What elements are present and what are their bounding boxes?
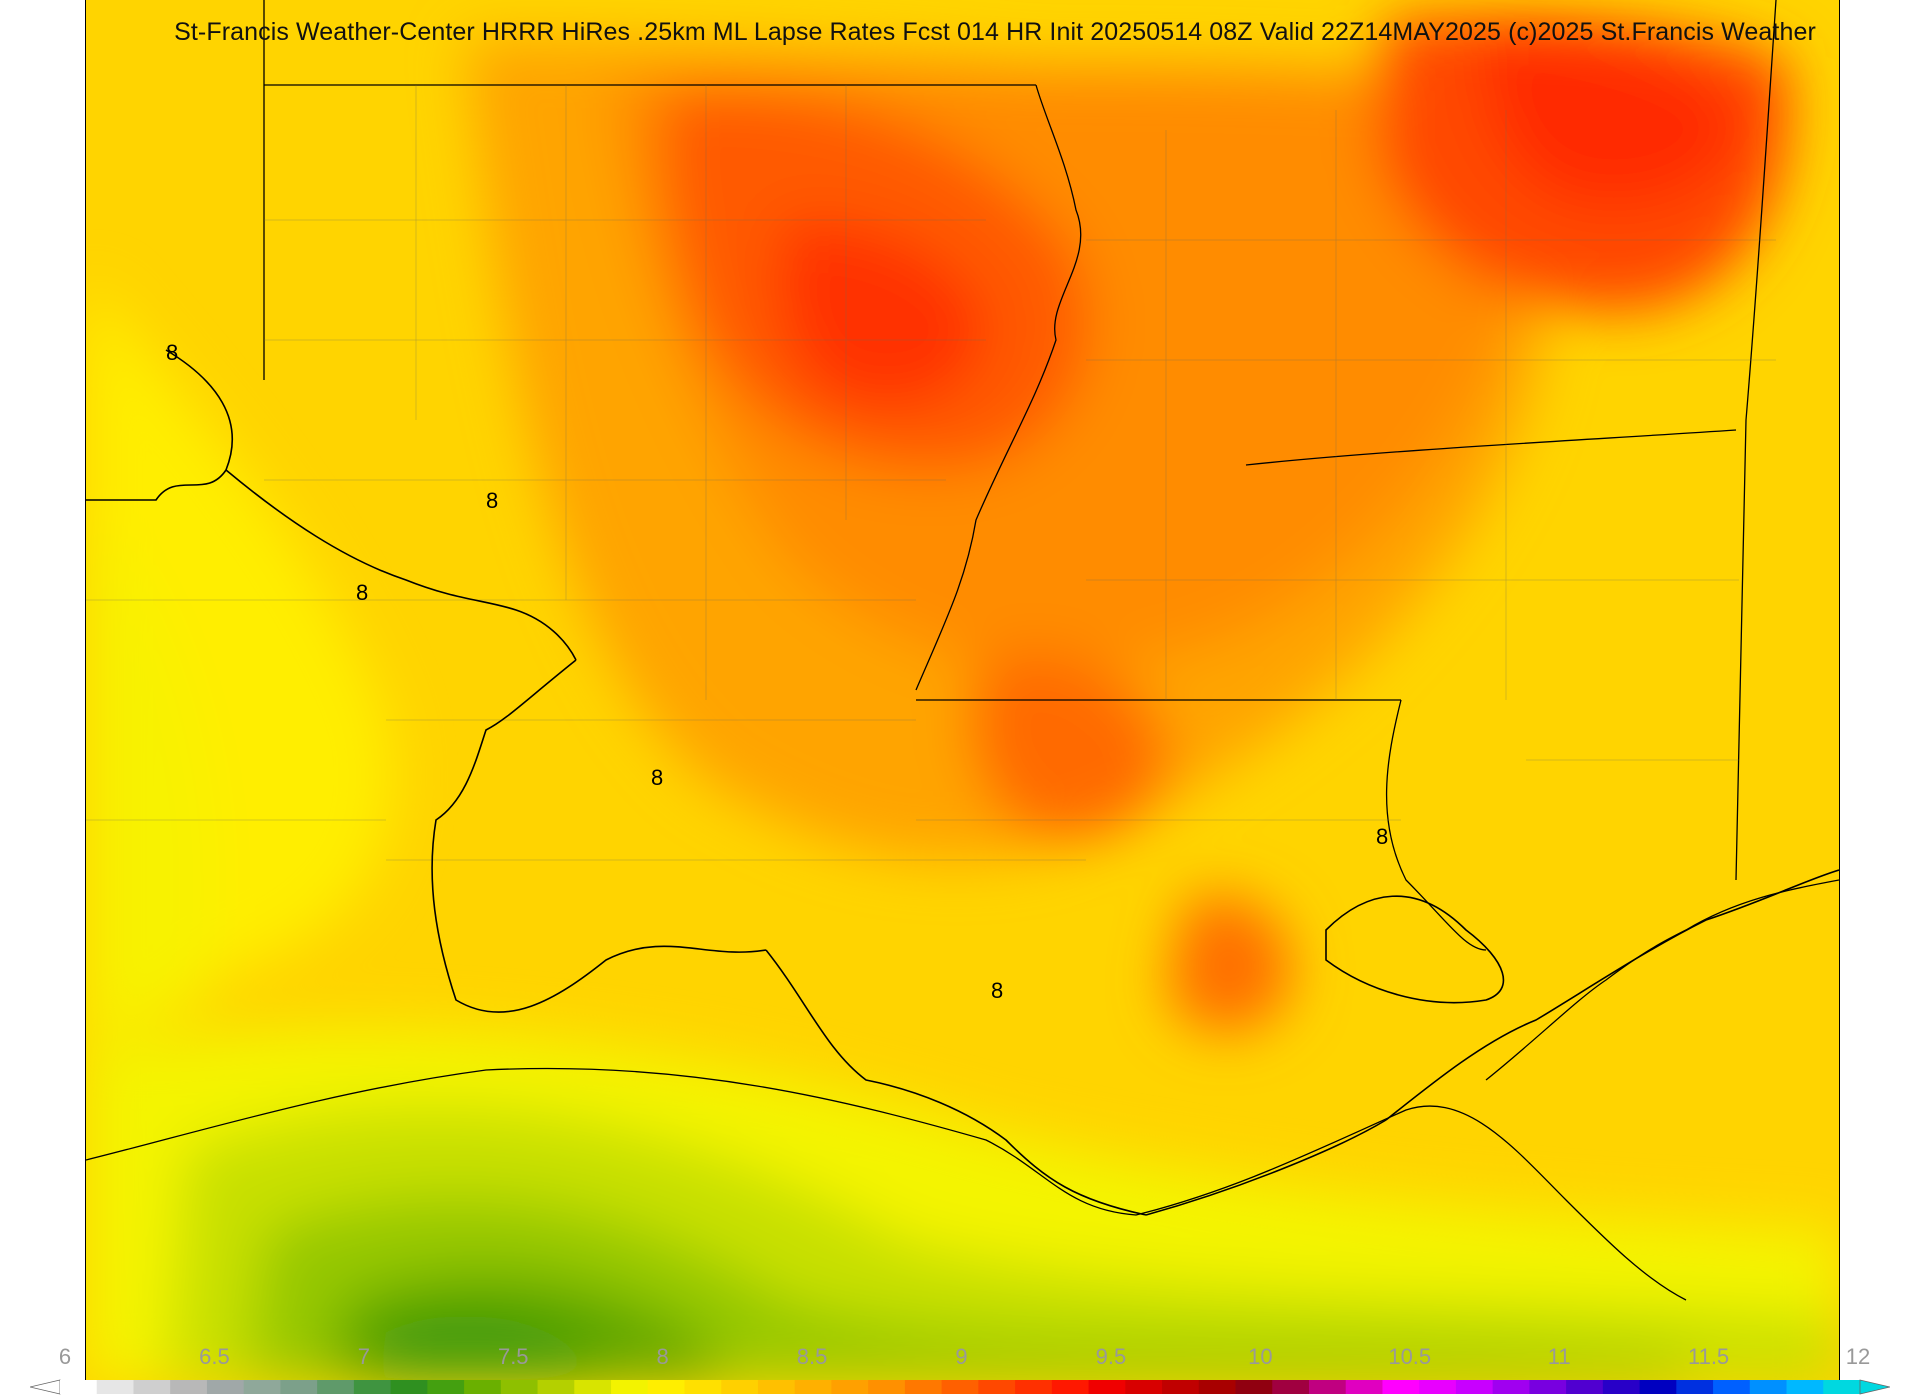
colorbar-swatch [1823,1380,1861,1394]
colorbar-swatch [1308,1380,1347,1394]
colorbar-tick-label: 10 [1248,1344,1273,1369]
colorbar-swatch [280,1380,318,1394]
shaded-field [86,16,1839,1380]
colorbar-swatch [941,1380,979,1394]
colorbar-tick-label: 7.5 [497,1344,529,1369]
colorbar-tick-label: 10.5 [1388,1344,1432,1369]
colorbar-swatch [1492,1380,1530,1394]
colorbar-swatch [1713,1380,1751,1394]
colorbar-swatch [537,1380,575,1394]
colorbar-swatch [1602,1380,1641,1394]
colorbar-swatch [60,1380,98,1394]
colorbar-swatch [500,1380,539,1394]
colorbar-swatch [1162,1380,1200,1394]
colorbar-swatch [1749,1380,1788,1394]
colorbar-swatch [574,1380,612,1394]
colorbar-swatch [1676,1380,1714,1394]
map-title: St-Francis Weather-Center HRRR HiRes .25… [174,18,1816,46]
colorbar-swatch [353,1380,392,1394]
colorbar-tick-label: 11 [1547,1344,1571,1369]
colorbar [30,1379,1890,1395]
colorbar-swatch [243,1380,281,1394]
colorbar-swatch [317,1380,355,1394]
colorbar-tick-label: 7 [357,1344,370,1369]
contour-label: 8 [486,488,498,513]
colorbar-swatch [611,1380,649,1394]
colorbar-swatch [1015,1380,1053,1394]
colorbar-swatch [757,1380,796,1394]
colorbar-swatch [390,1380,428,1394]
colorbar-swatch [1639,1380,1677,1394]
colorbar-swatch [904,1380,943,1394]
colorbar-swatch [464,1380,502,1394]
contour-label: 8 [356,580,368,605]
colorbar-swatch [133,1380,171,1394]
colorbar-swatch [1566,1380,1604,1394]
contour-label: 8 [166,340,178,365]
colorbar-swatch [1382,1380,1420,1394]
colorbar-min-arrow [30,1379,61,1395]
weather-map: 8 8 8 8 8 8 [85,0,1840,1380]
colorbar-tick-label: 6 [58,1344,72,1369]
colorbar-swatch [721,1380,759,1394]
county-lines [86,85,1776,861]
contour-label: 8 [991,978,1003,1003]
colorbar-tick-label: 6.5 [199,1344,230,1369]
colorbar-swatch [1235,1380,1273,1394]
colorbar-swatch [427,1380,465,1394]
colorbar-swatch [684,1380,722,1394]
colorbar-swatch [868,1380,906,1394]
colorbar-tick-label: 8 [656,1344,669,1369]
contour-8 [86,349,1839,1216]
colorbar-swatch [978,1380,1016,1394]
lapse-rate-field: 8 8 8 8 8 8 [86,0,1839,1380]
colorbar-swatch [1529,1380,1567,1394]
contour-label: 8 [651,765,663,790]
colorbar-tick-label: 12 [1845,1344,1871,1369]
colorbar-swatch [1345,1380,1383,1394]
colorbar-tick-label: 11.5 [1687,1344,1730,1369]
colorbar-swatch [96,1380,134,1394]
colorbar-swatch [1088,1380,1126,1394]
colorbar-tick-label: 9 [955,1344,968,1369]
colorbar-swatch [1198,1380,1237,1394]
colorbar-swatch [1051,1380,1090,1394]
colorbar-tick-label: 8.5 [796,1344,828,1369]
state-borders [263,0,1777,951]
coastline [86,879,1839,1301]
colorbar-swatch [170,1380,208,1394]
contour-labels: 8 8 8 8 8 8 [166,340,1388,1003]
colorbar-swatch [1419,1380,1457,1394]
contour-label: 8 [1376,824,1388,849]
colorbar-swatch [1125,1380,1163,1394]
colorbar-swatch [794,1380,832,1394]
colorbar-swatch [647,1380,685,1394]
colorbar-swatch [1455,1380,1494,1394]
colorbar-swatch [831,1380,869,1394]
colorbar-max-arrow [1859,1379,1890,1395]
colorbar-swatch [1786,1380,1824,1394]
colorbar-swatch [1272,1380,1310,1394]
colorbar-swatch [206,1380,245,1394]
colorbar-tick-label: 9.5 [1095,1344,1127,1369]
